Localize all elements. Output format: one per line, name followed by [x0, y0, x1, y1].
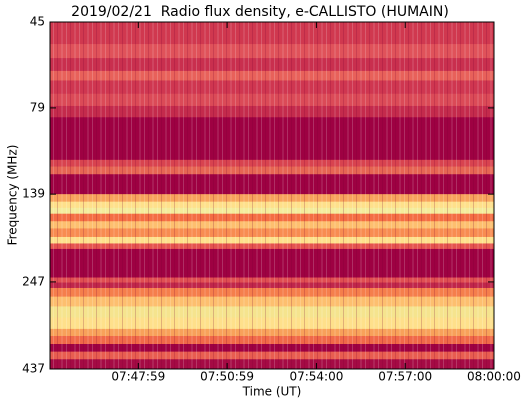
y-tick-label: 437 — [22, 362, 45, 376]
texture — [50, 22, 494, 369]
y-tick-label: 247 — [22, 274, 45, 288]
x-tick-label: 08:00:00 — [467, 370, 521, 384]
plot-frame — [49, 21, 495, 370]
y-tick-label: 45 — [30, 15, 45, 29]
x-tick-label: 07:57:00 — [378, 370, 432, 384]
chart-title: 2019/02/21 Radio flux density, e-CALLIST… — [71, 4, 449, 20]
x-tick-label: 07:47:59 — [111, 370, 165, 384]
x-axis-label: Time (UT) — [242, 385, 302, 399]
x-tick-label: 07:54:00 — [289, 370, 343, 384]
y-axis-label: Frequency (MHz) — [6, 145, 20, 246]
y-tick-label: 79 — [30, 100, 45, 114]
y-tick-label: 139 — [22, 187, 45, 201]
x-tick-label: 07:50:59 — [200, 370, 254, 384]
